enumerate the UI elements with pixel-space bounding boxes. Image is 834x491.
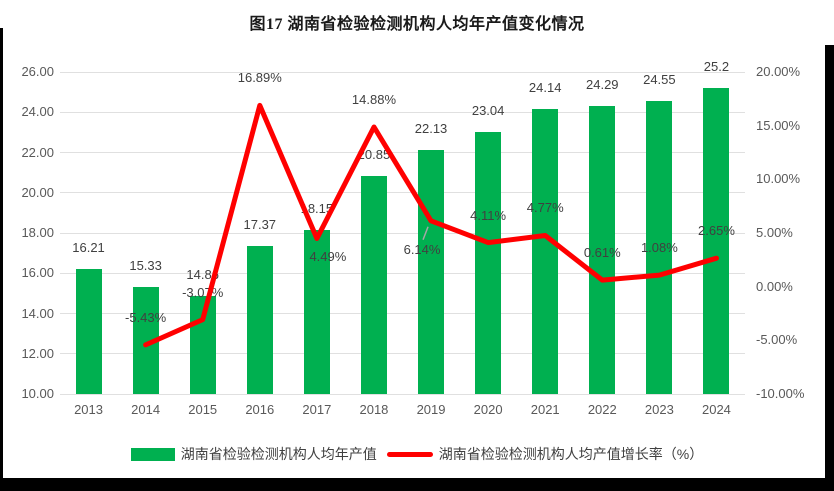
x-axis-tick: 2015 — [188, 402, 218, 417]
legend: 湖南省检验检测机构人均年产值 湖南省检验检测机构人均产值增长率（%） — [0, 444, 834, 464]
y-axis-right-tick: 5.00% — [756, 225, 793, 240]
legend-item-bar-series: 湖南省检验检测机构人均年产值 — [130, 444, 377, 464]
bar-label-2014: 15.33 — [129, 257, 162, 273]
y-axis-left-tick: 24.00 — [21, 104, 54, 120]
y-axis-right-tick: -10.00% — [756, 386, 805, 401]
line-label-2020: 4.11% — [470, 207, 507, 223]
bar-label-2016: 17.37 — [243, 216, 277, 232]
y-axis-left-tick: 10.00 — [21, 386, 54, 401]
chart-title: 图17 湖南省检验检测机构人均年产值变化情况 — [249, 16, 585, 33]
bar-2013 — [75, 269, 102, 394]
line-label-2018: 14.88% — [351, 91, 396, 107]
gridline — [60, 111, 745, 113]
bar-2019 — [418, 149, 445, 394]
y-axis-left-tick: 22.00 — [21, 144, 54, 160]
bar-label-2019: 22.13 — [414, 120, 448, 136]
bar-label-2024: 25.2 — [703, 59, 730, 75]
line-series-swatch — [386, 451, 433, 457]
y-axis-right-tick: -5.00% — [756, 332, 798, 348]
bar-2018 — [360, 175, 387, 394]
gridline — [60, 71, 745, 73]
bar-label-2021: 24.14 — [528, 80, 562, 96]
bar-2021 — [532, 109, 559, 394]
y-axis-left-tick: 16.00 — [21, 265, 54, 281]
y-axis-left-tick: 26.00 — [21, 64, 54, 79]
x-axis-tick: 2019 — [416, 402, 446, 417]
bar-label-2018: 20.85 — [357, 146, 391, 162]
gridline — [60, 232, 745, 234]
bar-2022 — [589, 106, 616, 394]
y-axis-left-tick: 12.00 — [21, 345, 54, 361]
line-label-2017: 4.49% — [309, 249, 347, 265]
legend-item-line-series: 湖南省检验检测机构人均产值增长率（%） — [386, 444, 704, 464]
y-axis-left-tick: 18.00 — [21, 225, 54, 240]
y-axis-right-tick: 0.00% — [756, 278, 793, 294]
line-label-2014: -5.43% — [125, 309, 167, 325]
gridline — [60, 393, 745, 395]
x-axis-tick: 2020 — [473, 402, 503, 417]
line-label-2019: 6.14% — [403, 241, 441, 257]
y-axis-right-tick: 10.00% — [756, 171, 801, 187]
bar-2023 — [646, 101, 673, 394]
bar-2017 — [303, 229, 330, 394]
bar-label-2015: 14.86 — [186, 267, 219, 283]
line-label-2022: 0.61% — [583, 245, 621, 261]
screen-edge-left — [0, 28, 3, 491]
y-axis-right-tick: 15.00% — [756, 117, 801, 133]
x-axis-tick: 2017 — [302, 402, 332, 417]
bar-label-2023: 24.55 — [643, 72, 676, 88]
x-axis-tick: 2023 — [644, 402, 674, 417]
line-label-2023: 1.08% — [640, 240, 678, 256]
x-axis-tick: 2022 — [587, 402, 617, 417]
bar-label-2022: 24.29 — [586, 77, 619, 93]
screen-edge-right — [825, 45, 834, 491]
screen-edge-bottom — [0, 478, 834, 491]
bar-2020 — [475, 131, 502, 394]
line-label-2024: 2.65% — [698, 223, 735, 239]
label-leader-line — [422, 226, 429, 241]
legend-label-line-series: 湖南省检验检测机构人均产值增长率（%） — [438, 446, 704, 462]
line-label-2021: 4.77% — [526, 200, 564, 216]
x-axis-tick: 2016 — [245, 402, 275, 417]
x-axis-tick: 2013 — [74, 402, 103, 417]
bar-label-2013: 16.21 — [72, 240, 105, 256]
y-axis-left-tick: 20.00 — [21, 184, 54, 200]
y-axis-left-tick: 14.00 — [21, 305, 54, 321]
bar-series-swatch — [130, 447, 175, 461]
bar-label-2017: 18.15 — [300, 200, 334, 216]
gridline — [60, 152, 745, 153]
bar-2016 — [246, 245, 273, 394]
line-series-path — [143, 102, 719, 348]
bar-2024 — [703, 88, 730, 394]
x-axis-tick: 2018 — [359, 402, 389, 417]
bar-label-2020: 23.04 — [471, 102, 505, 118]
y-axis-right-tick: 20.00% — [756, 64, 801, 79]
x-axis-tick: 2021 — [530, 402, 560, 417]
gridline — [60, 192, 745, 194]
legend-label-bar-series: 湖南省检验检测机构人均年产值 — [180, 446, 377, 462]
x-axis-tick: 2024 — [701, 402, 731, 417]
line-label-2016: 16.89% — [237, 70, 282, 86]
gridline — [60, 272, 745, 274]
gridline — [60, 353, 745, 355]
x-axis-tick: 2014 — [131, 402, 161, 417]
gridline — [60, 313, 745, 314]
